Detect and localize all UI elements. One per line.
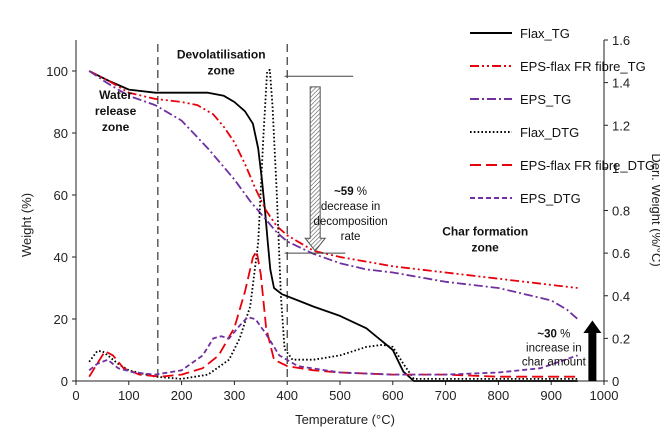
legend-label: EPS_DTG — [520, 191, 581, 206]
y2-tick-label: 0.2 — [612, 331, 630, 346]
axes: 0 100 200 300 400 500 600 700 800 900 100002040608… — [46, 33, 630, 403]
series-line-eps-dtg — [88, 316, 578, 376]
y-tick-label: 0 — [61, 374, 68, 389]
x-tick-label: 300 — [224, 388, 246, 403]
y-tick-label: 60 — [54, 188, 68, 203]
y2-tick-label: 1.2 — [612, 118, 630, 133]
chart-text: Temperature (°C) Weight (%) Deri. Weight… — [19, 153, 660, 427]
series-line-flax-tg — [88, 70, 578, 382]
y2-tick-label: 1.4 — [612, 76, 630, 91]
char-amount-annotation-line: increase in — [526, 343, 582, 355]
y2-tick-label: 0 — [612, 374, 619, 389]
devolatilisation-zone-label: zone — [208, 64, 236, 78]
legend-label: EPS-flax FR fibre_TG — [520, 59, 646, 74]
water-release-zone-label: release — [95, 104, 137, 118]
y2-tick-label: 0.8 — [612, 204, 630, 219]
y2-axis-title: Deri. Weight (%/°C) — [649, 153, 660, 266]
x-tick-label: 0 — [72, 388, 79, 403]
char-formation-zone-label: zone — [472, 240, 500, 254]
series-lines — [88, 68, 579, 382]
legend: Flax_TG EPS-flax FR fibre_TG EPS_TG Flax_DT… — [470, 26, 655, 206]
decomposition-rate-annotation: ~59 % — [334, 186, 367, 198]
y2-tick-label: 1.6 — [612, 33, 630, 48]
x-tick-label: 800 — [488, 388, 510, 403]
x-tick-label: 100 — [118, 388, 140, 403]
y-tick-label: 100 — [46, 64, 68, 79]
x-tick-label: 600 — [382, 388, 404, 403]
legend-label: Flax_TG — [520, 26, 570, 41]
x-axis-title: Temperature (°C) — [295, 412, 395, 427]
decomposition-rate-annotation-line: decrease in — [321, 201, 380, 213]
x-tick-label: 200 — [171, 388, 193, 403]
decomposition-rate-annotation-line: rate — [341, 231, 361, 243]
x-tick-label: 700 — [435, 388, 457, 403]
char-increase-arrow-shaft — [588, 331, 597, 381]
y2-tick-label: 1 — [612, 161, 619, 176]
y-axis-title: Weight (%) — [19, 193, 34, 257]
legend-label: EPS_TG — [520, 92, 571, 107]
x-tick-label: 500 — [329, 388, 351, 403]
y2-tick-label: 0.6 — [612, 246, 630, 261]
water-release-zone-label: zone — [102, 120, 130, 134]
y-tick-label: 20 — [54, 312, 68, 327]
legend-label: Flax_DTG — [520, 125, 579, 140]
y-tick-label: 80 — [54, 126, 68, 141]
series-line-flax-dtg — [88, 68, 578, 380]
annotations: Water release zone Devolatilisation zone Char… — [95, 48, 602, 381]
water-release-zone-label: Water — [99, 88, 132, 102]
char-amount-annotation: ~30 % — [537, 329, 570, 341]
char-formation-zone-label: Char formation — [442, 224, 528, 238]
char-increase-arrow-icon — [583, 320, 602, 333]
series-line-eps-flax-fr-fibre-tg — [88, 70, 578, 289]
series-line-eps-tg — [88, 70, 579, 320]
y2-tick-label: 0.4 — [612, 289, 630, 304]
devolatilisation-zone-label: Devolatilisation — [177, 48, 266, 62]
y-tick-label: 40 — [54, 250, 68, 265]
x-tick-label: 400 — [276, 388, 298, 403]
char-amount-annotation-line: char amount — [522, 357, 587, 369]
x-tick-label: 900 — [540, 388, 562, 403]
decrease-arrow-icon — [304, 86, 327, 252]
zone-boundaries — [157, 44, 288, 381]
x-tick-label: 1000 — [590, 388, 619, 403]
legend-label: EPS-flax FR fibre_DTG — [520, 158, 655, 173]
decomposition-rate-annotation-line: decomposition — [313, 216, 387, 228]
